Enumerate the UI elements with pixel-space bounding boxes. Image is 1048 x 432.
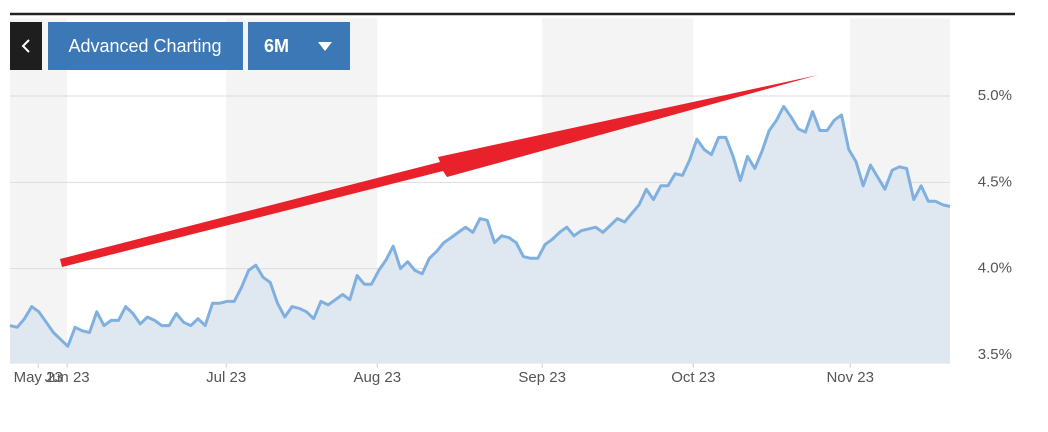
- range-dropdown[interactable]: 6M: [248, 22, 350, 70]
- trend-arrow: [60, 75, 818, 267]
- y-tick-label: 5.0%: [978, 87, 1012, 104]
- series: [9, 104, 951, 364]
- y-tick-label: 3.5%: [978, 346, 1012, 363]
- x-tick-label: Jun 23: [45, 369, 90, 386]
- area-fill: [10, 106, 950, 364]
- x-tick-label: Sep 23: [518, 369, 566, 386]
- dropdown-caret: [318, 42, 332, 51]
- line: [9, 104, 951, 348]
- y-tick-label: 4.0%: [978, 260, 1012, 277]
- x-tick-label: Nov 23: [826, 369, 874, 386]
- x-tick-label: Aug 23: [354, 369, 402, 386]
- x-tick-label: Oct 23: [671, 369, 715, 386]
- back-button-bg[interactable]: [10, 22, 42, 70]
- advanced-charting-button[interactable]: Advanced Charting: [48, 22, 243, 70]
- x-tick-label: May 23: [14, 369, 63, 386]
- button-label: Advanced Charting: [68, 36, 221, 56]
- range-label: 6M: [264, 36, 289, 56]
- back-button[interactable]: [10, 22, 42, 70]
- x-tick-label: Jul 23: [206, 369, 246, 386]
- month-band: [10, 18, 68, 364]
- dropdown-bg[interactable]: [248, 22, 350, 70]
- y-tick-label: 4.5%: [978, 173, 1012, 190]
- button-bg[interactable]: [48, 22, 243, 70]
- chevron-icon: [21, 39, 30, 53]
